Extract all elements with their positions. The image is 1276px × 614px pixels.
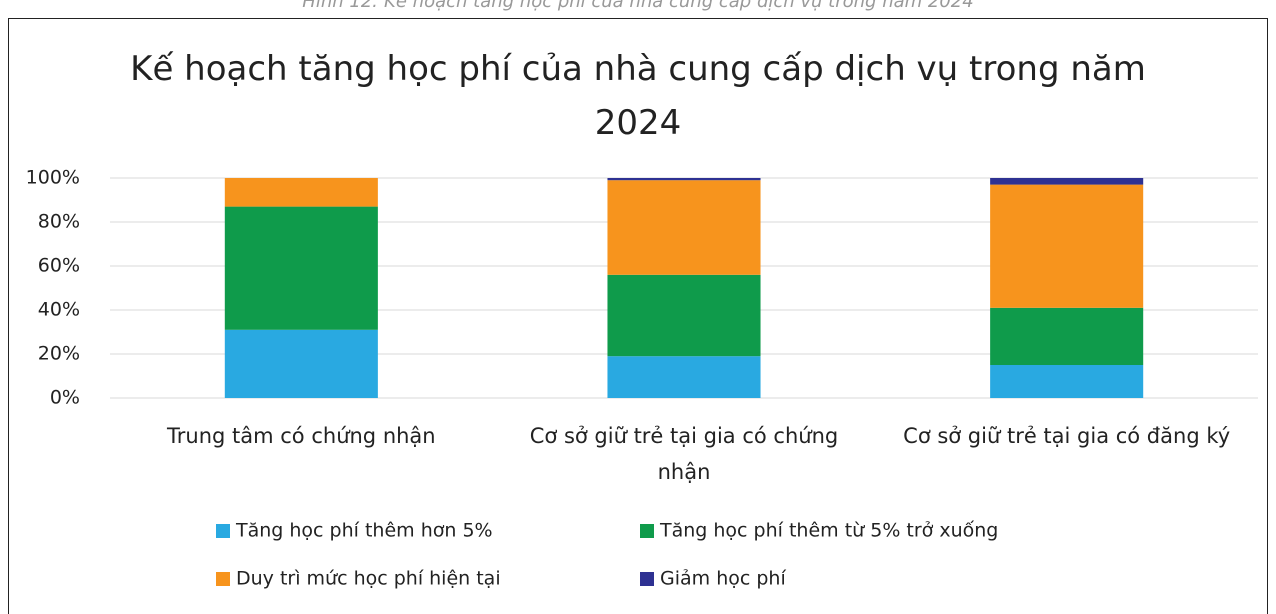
legend-label: Duy trì mức học phí hiện tại (236, 568, 501, 590)
y-tick-label: 40% (38, 299, 80, 321)
bar-segment (224, 178, 378, 207)
caption: Hình 12: Kế hoạch tăng học phí của nhà c… (302, 0, 973, 12)
legend-label: Giảm học phí (660, 568, 786, 590)
bar-segment (990, 178, 1144, 185)
bar-segment (607, 356, 761, 398)
bar-segment (607, 180, 761, 275)
y-tick-label: 0% (50, 387, 80, 409)
legend-swatch (640, 524, 654, 538)
y-tick-label: 20% (38, 343, 80, 365)
chart-title: Kế hoạch tăng học phí của nhà cung cấp d… (130, 49, 1146, 143)
legend-swatch (640, 572, 654, 586)
y-tick-label: 80% (38, 211, 80, 233)
bar-segment (224, 329, 378, 398)
x-tick-label: Cơ sở giữ trẻ tại gia có đăng ký (903, 424, 1230, 448)
legend-swatch (216, 524, 230, 538)
bar-segment (607, 178, 761, 181)
bar-segment (224, 206, 378, 330)
legend-label: Tăng học phí thêm hơn 5% (235, 520, 493, 542)
bar-segment (990, 307, 1144, 365)
bar-segment (990, 184, 1144, 308)
legend-label: Tăng học phí thêm từ 5% trở xuống (659, 520, 998, 542)
y-tick-label: 60% (38, 255, 80, 277)
bar-segment (607, 274, 761, 357)
legend-swatch (216, 572, 230, 586)
x-tick-label: Cơ sở giữ trẻ tại gia có chứng nhận (530, 424, 838, 484)
bar-segment (990, 365, 1144, 398)
x-tick-label: Trung tâm có chứng nhận (166, 424, 436, 448)
y-tick-label: 100% (26, 167, 80, 189)
